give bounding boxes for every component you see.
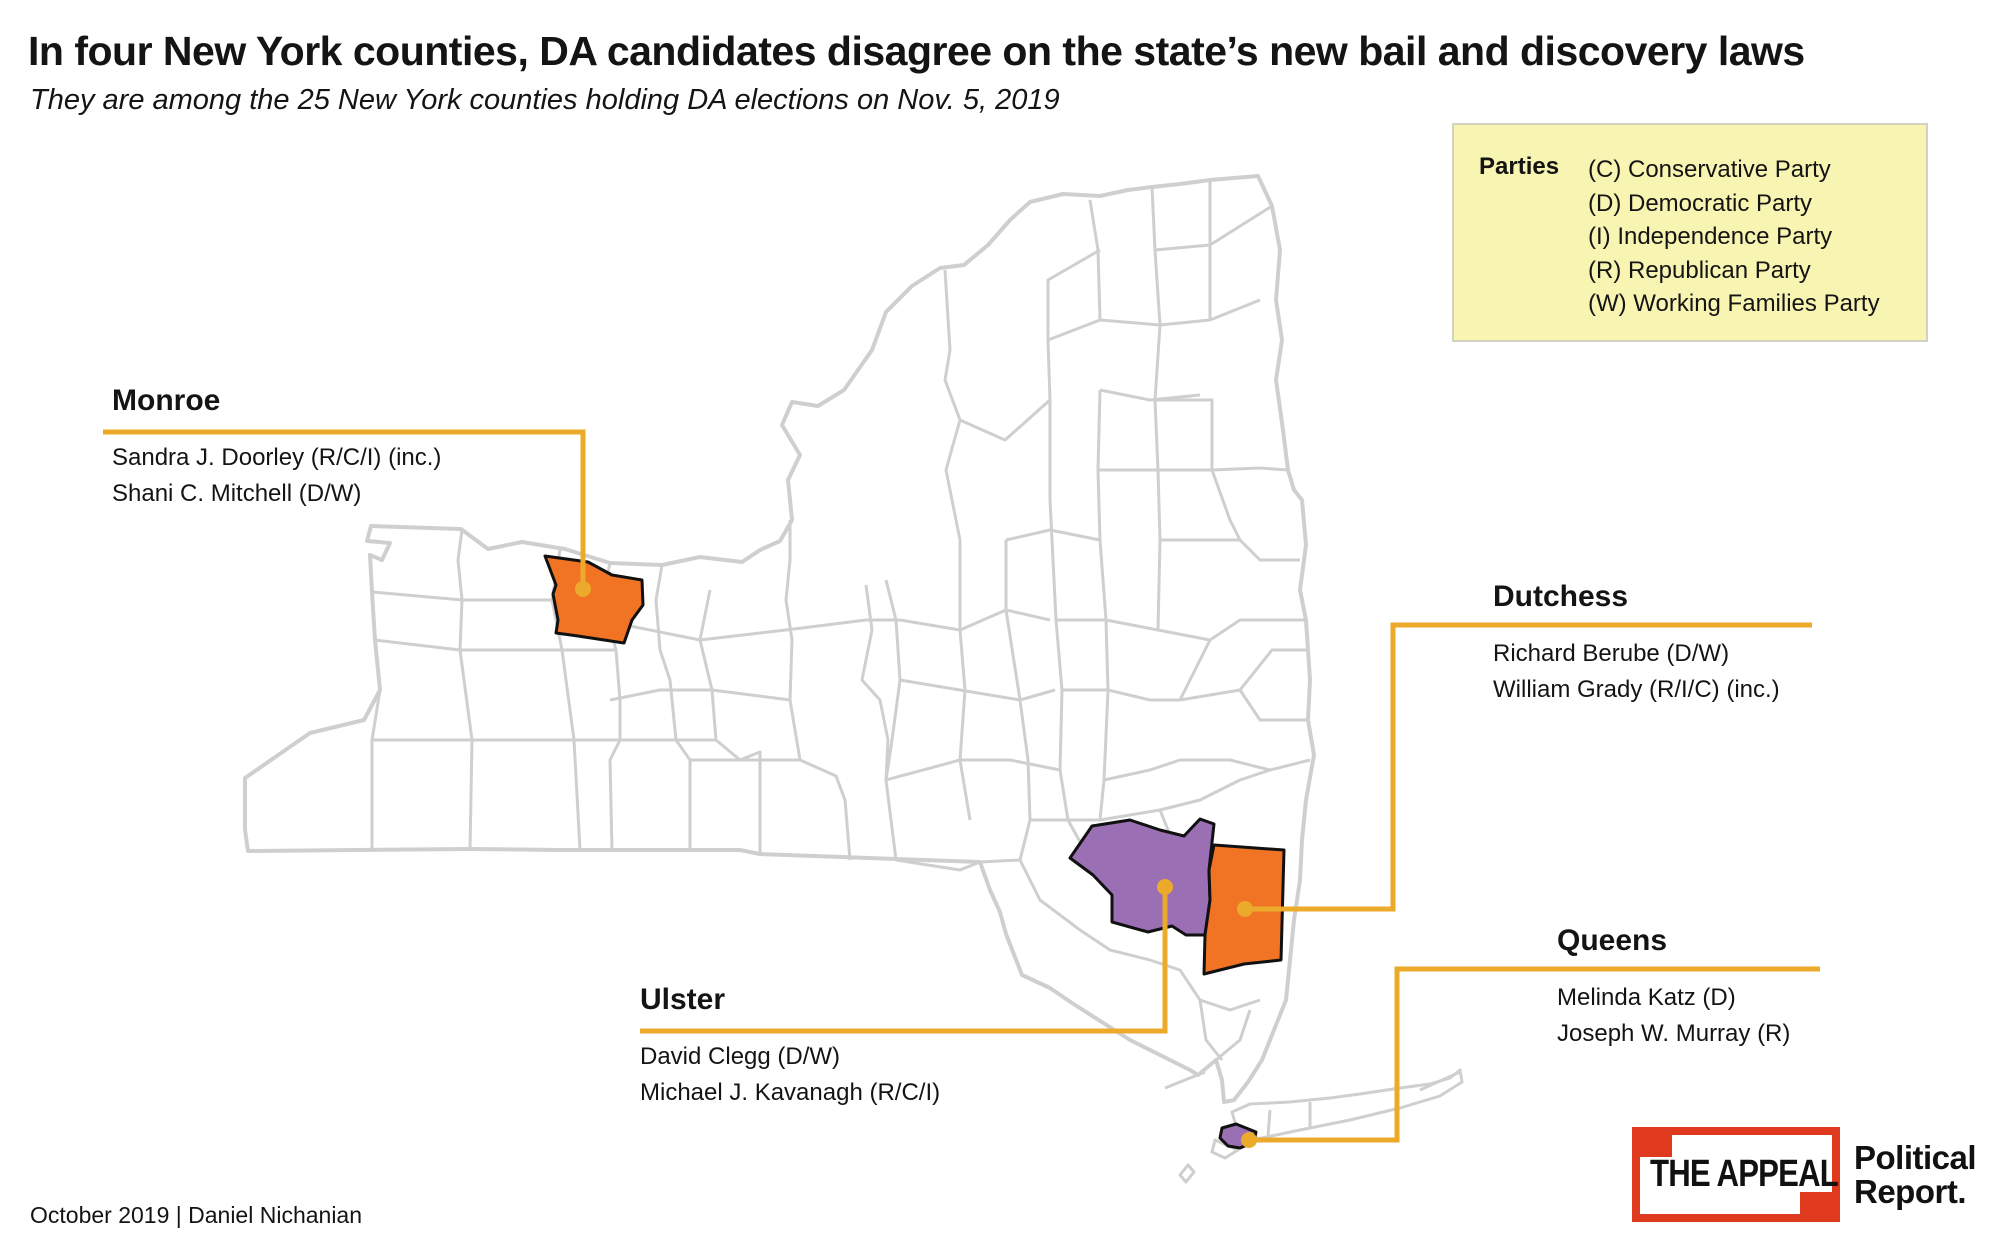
ulster-dot	[1157, 879, 1173, 895]
candidate: Michael J. Kavanagh (R/C/I)	[640, 1079, 941, 1106]
legend-item-independence: (I) Independence Party	[1588, 223, 1833, 250]
legend-item-conservative: (C) Conservative Party	[1588, 156, 1831, 183]
candidate: David Clegg (D/W)	[640, 1043, 841, 1070]
long-island	[1164, 1068, 1464, 1184]
logo-brand: THE APPEAL	[1650, 1153, 1839, 1195]
ulster-county-shape[interactable]	[1068, 817, 1216, 937]
queens-dot	[1241, 1132, 1257, 1148]
logo-corner-mark	[1800, 1192, 1840, 1222]
candidate: Richard Berube (D/W)	[1493, 640, 1730, 667]
monroe-leader-line	[103, 429, 586, 589]
candidate: Shani C. Mitchell (D/W)	[112, 480, 362, 507]
candidate: Melinda Katz (D)	[1557, 984, 1736, 1011]
leader-dots	[575, 581, 1257, 1148]
candidate: Joseph W. Murray (R)	[1557, 1020, 1791, 1047]
county-name: Queens	[1557, 924, 1668, 957]
legend-item-democratic: (D) Democratic Party	[1588, 189, 1813, 217]
legend-item-republican: (R) Republican Party	[1588, 256, 1811, 284]
monroe-dot	[575, 581, 591, 597]
monroe-label: Monroe Sandra J. Doorley (R/C/I) (inc.) …	[112, 384, 441, 512]
logo-line-1: Political	[1854, 1139, 1977, 1176]
ulster-leader-line	[640, 887, 1168, 1034]
map-title: In four New York counties, DA candidates…	[28, 28, 1805, 74]
candidate: William Grady (R/I/C) (inc.)	[1493, 676, 1780, 703]
leader-lines	[103, 429, 1820, 1143]
queens-leader-line	[1249, 966, 1820, 1143]
legend-item-working-families: (W) Working Families Party	[1588, 290, 1880, 317]
party-legend: Parties (C) Conservative Party (D) Democ…	[1452, 123, 1928, 342]
county-borders	[370, 180, 1311, 1062]
state-outline	[243, 174, 1316, 1104]
ulster-label: Ulster David Clegg (D/W) Michael J. Kava…	[640, 983, 940, 1111]
queens-label: Queens Melinda Katz (D) Joseph W. Murray…	[1557, 924, 1790, 1052]
county-name: Ulster	[640, 983, 726, 1016]
legend-items: (C) Conservative Party (D) Democratic Pa…	[1588, 153, 1880, 321]
dutchess-label: Dutchess Richard Berube (D/W) William Gr…	[1493, 580, 1780, 708]
monroe-county-shape[interactable]	[543, 554, 645, 645]
logo-corner-mark	[1632, 1127, 1672, 1157]
credit-footer: October 2019 | Daniel Nichanian	[30, 1202, 363, 1228]
dutchess-leader-line	[1245, 622, 1812, 912]
county-name: Dutchess	[1493, 580, 1629, 613]
legend-title: Parties	[1479, 153, 1560, 180]
dutchess-dot	[1237, 901, 1253, 917]
candidate: Sandra J. Doorley (R/C/I) (inc.)	[112, 444, 442, 471]
logo-line-2: Report.	[1854, 1173, 1967, 1210]
logo-subtitle: Political Report.	[1854, 1139, 1977, 1210]
map-subtitle: They are among the 25 New York counties …	[30, 84, 1060, 116]
county-name: Monroe	[112, 384, 221, 417]
